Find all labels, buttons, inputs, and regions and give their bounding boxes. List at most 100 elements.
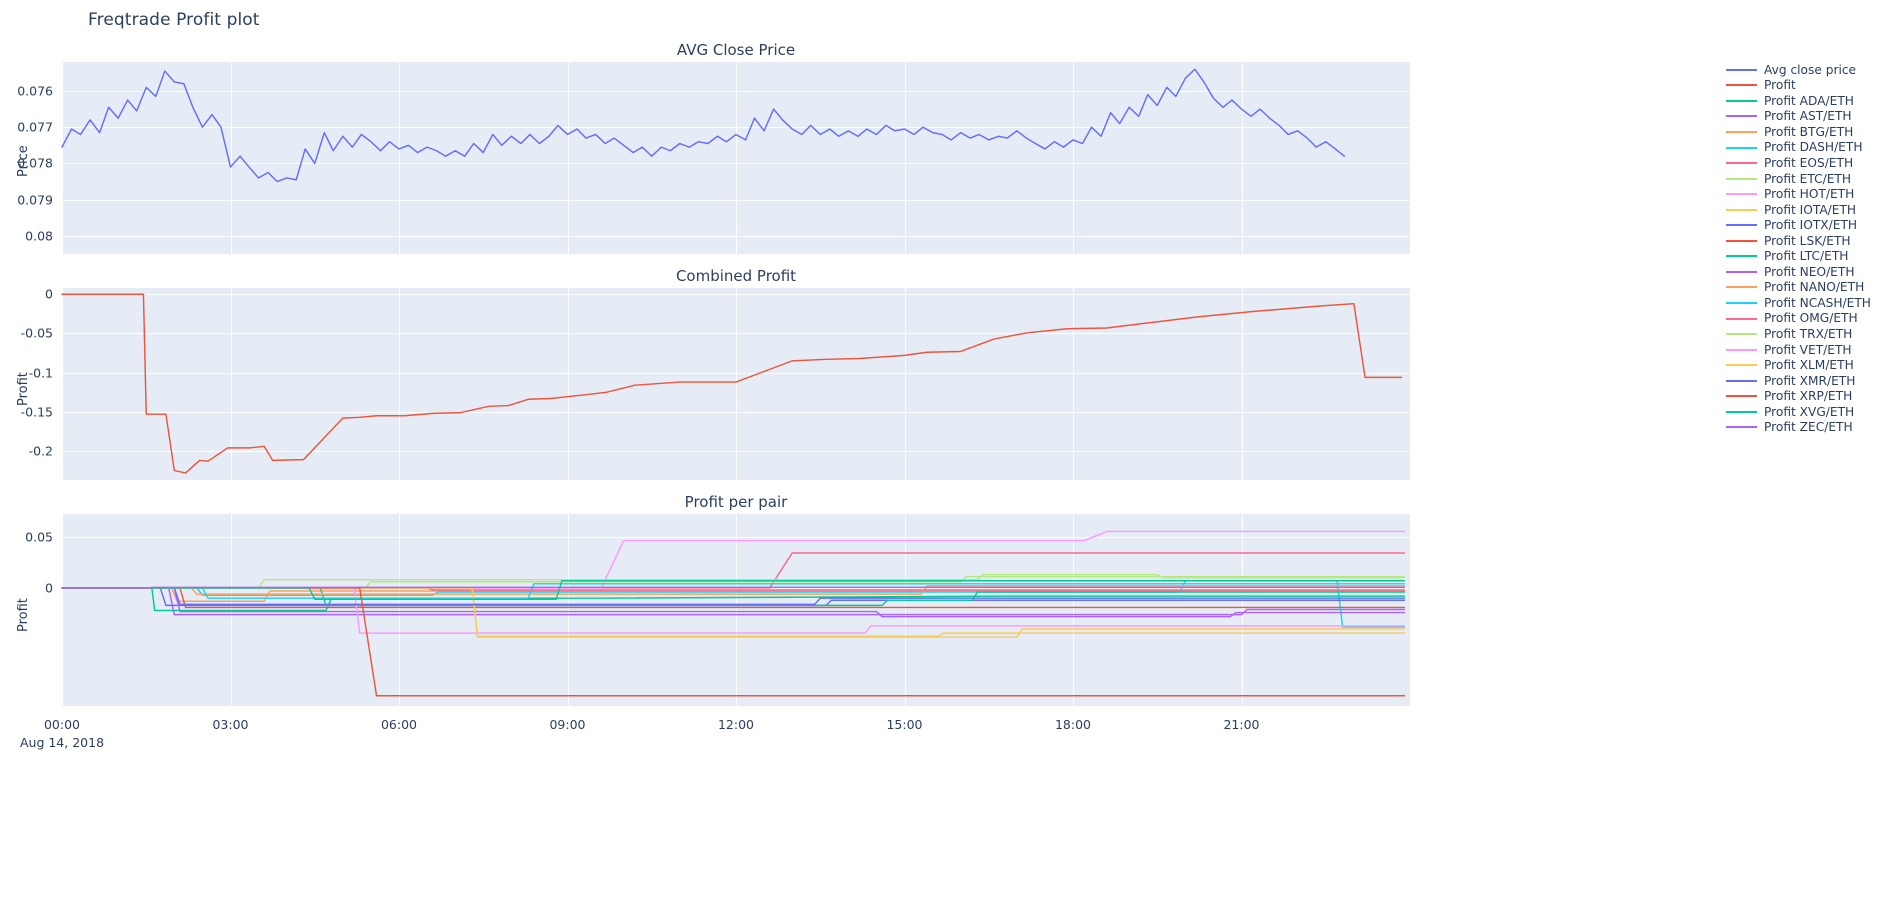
gridline-vertical — [1073, 288, 1074, 480]
series-layer-panel0 — [61, 68, 1346, 183]
legend-item[interactable]: Profit LTC/ETH — [1726, 249, 1896, 265]
legend-swatch-icon — [1726, 410, 1757, 413]
legend-item-label: Profit BTG/ETH — [1764, 124, 1854, 139]
xaxis-tick-label: 00:00 — [43, 717, 81, 732]
legend-item-label: Profit LTC/ETH — [1764, 249, 1849, 264]
yaxis-tick-label: 0.079 — [17, 192, 53, 208]
gridline-vertical — [1241, 514, 1243, 706]
legend-swatch-icon — [1726, 364, 1757, 367]
legend-item[interactable]: Profit — [1726, 78, 1896, 94]
yaxis-tick-label: -0.05 — [20, 325, 53, 341]
series-layer-panel1 — [61, 293, 1403, 474]
legend-swatch-icon — [1726, 286, 1757, 289]
xaxis-tick-label: 15:00 — [886, 717, 923, 732]
legend-item[interactable]: Profit LSK/ETH — [1726, 233, 1896, 249]
gridline-vertical — [567, 288, 569, 480]
legend-item-label: Profit OMG/ETH — [1764, 311, 1858, 326]
legend-item-label: Avg close price — [1764, 62, 1857, 77]
gridline-vertical — [904, 514, 906, 706]
legend-item-label: Profit IOTA/ETH — [1764, 202, 1857, 217]
legend-item-label: Profit ETC/ETH — [1764, 171, 1852, 186]
legend-item[interactable]: Profit ETC/ETH — [1726, 171, 1896, 187]
subplot-title-combined-profit: Combined Profit — [675, 267, 797, 285]
legend-item[interactable]: Profit TRX/ETH — [1726, 326, 1896, 342]
legend-item[interactable]: Profit XVG/ETH — [1726, 404, 1896, 420]
legend-item[interactable]: Profit NCASH/ETH — [1726, 295, 1896, 311]
legend-swatch-icon — [1726, 395, 1757, 398]
legend-item[interactable]: Profit XRP/ETH — [1726, 388, 1896, 404]
legend-item[interactable]: Profit IOTX/ETH — [1726, 217, 1896, 233]
legend-swatch-icon — [1726, 426, 1757, 429]
legend-item[interactable]: Profit VET/ETH — [1726, 342, 1896, 358]
legend-item-label: Profit XRP/ETH — [1764, 389, 1853, 404]
series-line — [61, 552, 1406, 589]
subplot-title-profit-per-pair: Profit per pair — [684, 493, 788, 511]
legend-swatch-icon — [1726, 333, 1757, 336]
legend-swatch-icon — [1726, 255, 1757, 258]
legend-item-label: Profit NEO/ETH — [1764, 264, 1855, 279]
yaxis-tick-label: 0.08 — [25, 228, 53, 244]
legend-swatch-icon — [1726, 348, 1757, 351]
gridline-vertical — [1073, 62, 1074, 254]
legend-swatch-icon — [1726, 162, 1757, 165]
legend-swatch-icon — [1726, 379, 1757, 382]
legend-item-label: Profit DASH/ETH — [1764, 140, 1863, 155]
xaxis-tick-label: 06:00 — [380, 717, 418, 732]
legend-swatch-icon — [1726, 301, 1757, 304]
legend-item[interactable]: Profit ZEC/ETH — [1726, 420, 1896, 436]
legend-item[interactable]: Profit IOTA/ETH — [1726, 202, 1896, 218]
legend[interactable]: Avg close price Profit Profit ADA/ETH Profi… — [1726, 62, 1896, 435]
gridline-vertical — [62, 62, 63, 254]
gridline-vertical — [736, 514, 737, 706]
series-line — [61, 586, 1406, 589]
legend-swatch-icon — [1726, 99, 1757, 102]
gridline-vertical — [1073, 514, 1074, 706]
legend-item[interactable]: Avg close price — [1726, 62, 1896, 78]
legend-item[interactable]: Profit NANO/ETH — [1726, 280, 1896, 296]
yaxis-tick-label: -0.2 — [28, 443, 53, 459]
gridline-vertical — [230, 62, 232, 254]
legend-swatch-icon — [1726, 84, 1757, 87]
legend-swatch-icon — [1726, 68, 1757, 71]
xaxis-date-label: Aug 14, 2018 — [19, 735, 105, 750]
legend-item-label: Profit NANO/ETH — [1764, 280, 1865, 295]
legend-swatch-icon — [1726, 130, 1757, 133]
legend-item[interactable]: Profit DASH/ETH — [1726, 140, 1896, 156]
gridline-vertical — [62, 514, 63, 706]
series-line — [61, 68, 1346, 183]
yaxis-tick-label: 0 — [45, 580, 53, 596]
legend-item-label: Profit HOT/ETH — [1764, 187, 1855, 202]
legend-item[interactable]: Profit BTG/ETH — [1726, 124, 1896, 140]
series-line — [61, 580, 1406, 628]
legend-swatch-icon — [1726, 317, 1757, 320]
gridline-vertical — [399, 288, 400, 480]
gridline-vertical — [736, 288, 737, 480]
legend-swatch-icon — [1726, 224, 1757, 227]
legend-item-label: Profit XLM/ETH — [1764, 358, 1854, 373]
gridline-vertical — [1241, 62, 1243, 254]
legend-item[interactable]: Profit OMG/ETH — [1726, 311, 1896, 327]
yaxis-tick-label: -0.1 — [28, 365, 53, 381]
gridline-vertical — [62, 288, 63, 480]
yaxis-title-profit-pair: Profit — [16, 598, 31, 632]
subplot-avg-close-price: AVG Close Price Price 0.08 0.079 0.078 0.07… — [16, 41, 1410, 254]
legend-swatch-icon — [1726, 239, 1757, 242]
legend-swatch-icon — [1726, 146, 1757, 149]
legend-item-label: Profit ADA/ETH — [1764, 93, 1854, 108]
legend-item[interactable]: Profit NEO/ETH — [1726, 264, 1896, 280]
gridline-vertical — [904, 288, 906, 480]
legend-item[interactable]: Profit ADA/ETH — [1726, 93, 1896, 109]
legend-item[interactable]: Profit AST/ETH — [1726, 109, 1896, 125]
legend-item[interactable]: Profit XMR/ETH — [1726, 373, 1896, 389]
legend-swatch-icon — [1726, 177, 1757, 180]
series-line — [61, 587, 1406, 607]
xaxis-tick-label: 18:00 — [1054, 717, 1092, 732]
legend-item-label: Profit XVG/ETH — [1764, 404, 1855, 419]
legend-item[interactable]: Profit HOT/ETH — [1726, 186, 1896, 202]
subplot-profit-per-pair: Profit per pair Profit 0.05 0 00:00 03:00 0… — [16, 493, 1410, 750]
legend-item-label: Profit AST/ETH — [1764, 109, 1852, 124]
yaxis-tick-label: 0.05 — [25, 529, 53, 545]
legend-item[interactable]: Profit EOS/ETH — [1726, 155, 1896, 171]
gridline-vertical — [399, 514, 400, 706]
legend-item[interactable]: Profit XLM/ETH — [1726, 357, 1896, 373]
